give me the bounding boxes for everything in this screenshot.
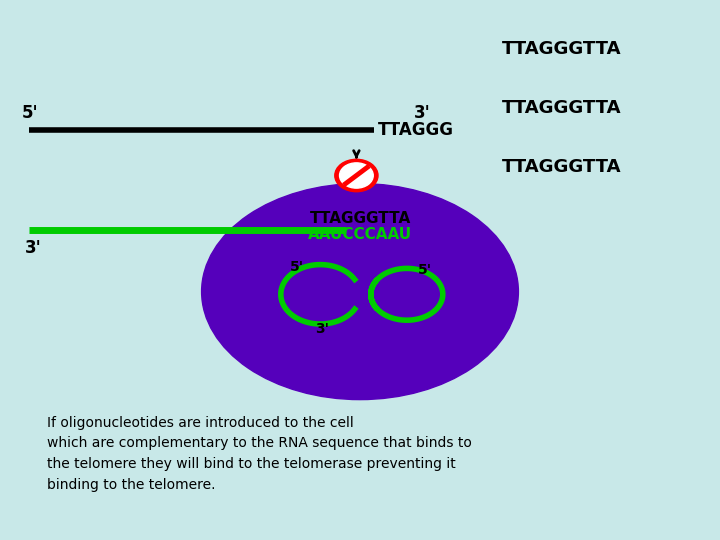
- Circle shape: [335, 159, 378, 192]
- Text: 5': 5': [289, 260, 304, 274]
- Text: If oligonucleotides are introduced to the cell
which are complementary to the RN: If oligonucleotides are introduced to th…: [47, 416, 472, 491]
- Text: 5': 5': [22, 104, 38, 123]
- Text: 5': 5': [418, 263, 432, 277]
- Text: TTAGGG: TTAGGG: [378, 120, 454, 139]
- Ellipse shape: [202, 184, 518, 400]
- Text: TTAGGGTTA: TTAGGGTTA: [502, 39, 621, 58]
- Text: TTAGGGTTA: TTAGGGTTA: [310, 211, 410, 226]
- Text: 3': 3': [25, 239, 42, 258]
- Text: 3': 3': [315, 322, 330, 336]
- Text: 3': 3': [414, 104, 431, 123]
- Circle shape: [340, 163, 373, 188]
- Text: TTAGGGTTA: TTAGGGTTA: [502, 99, 621, 117]
- Text: AAUCCCAAU: AAUCCCAAU: [308, 227, 412, 242]
- Text: TTAGGGTTA: TTAGGGTTA: [502, 158, 621, 177]
